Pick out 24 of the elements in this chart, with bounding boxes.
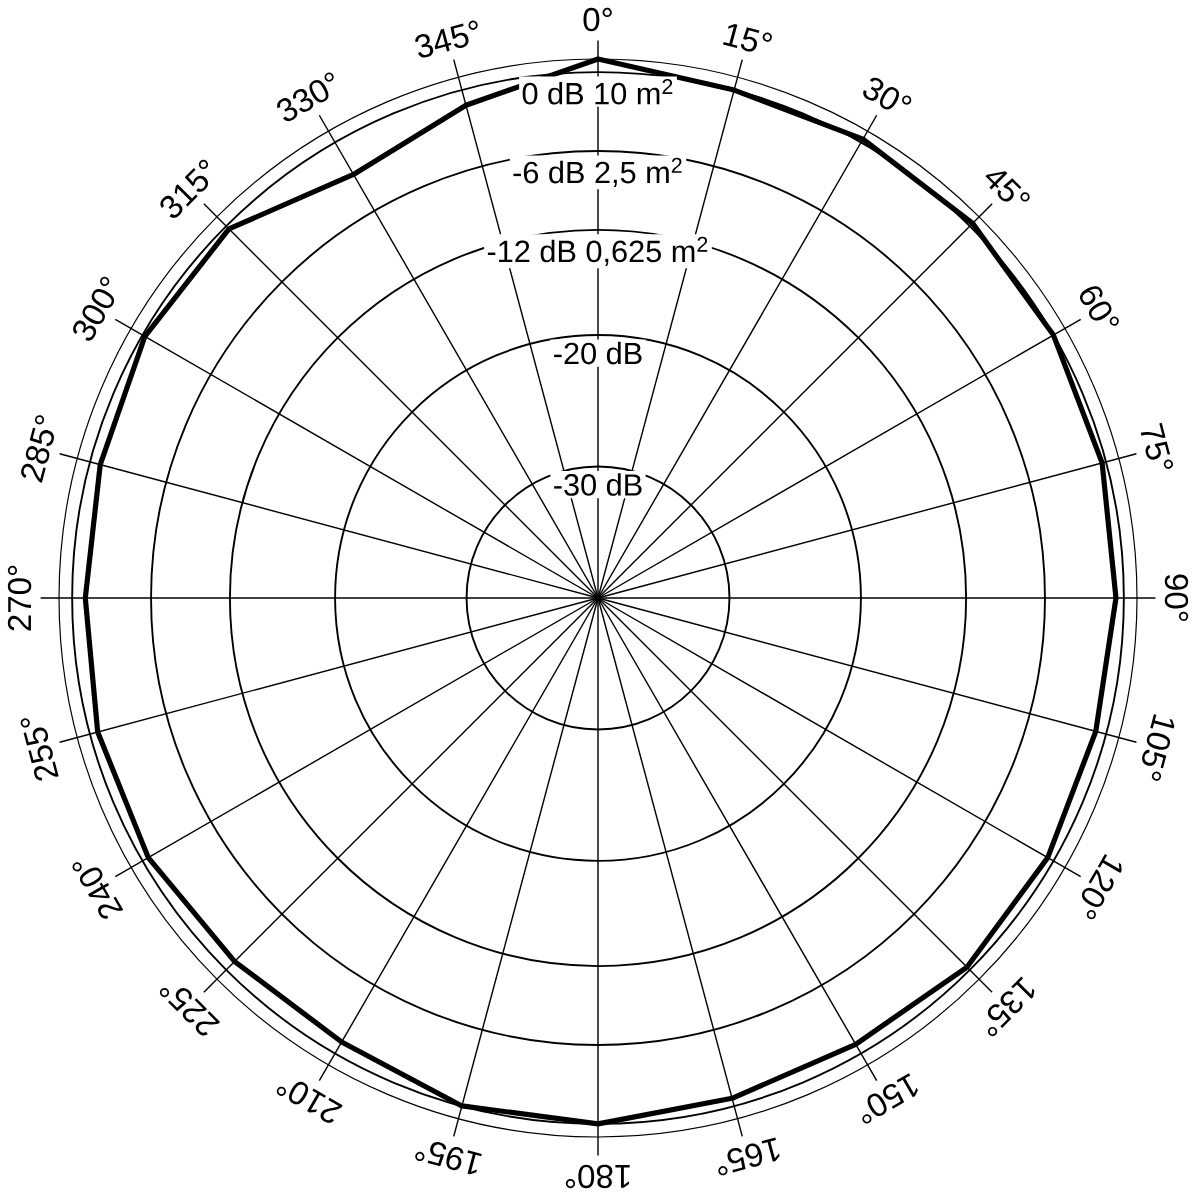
spoke-label: 225° <box>159 987 221 1036</box>
spoke-label: 195° <box>415 1142 482 1175</box>
spoke-label: 90° <box>1164 574 1189 621</box>
spoke-label: 285° <box>21 415 54 483</box>
y-tick-label: -30 dB <box>554 473 642 496</box>
spoke-label: 30° <box>863 77 912 110</box>
spoke-label: 45° <box>985 171 1030 202</box>
y-tick-label: -12 dB 0,625 m$^{2}$ <box>487 236 708 266</box>
spoke-label: 150° <box>862 1073 918 1124</box>
spoke-label: 210° <box>276 1081 343 1123</box>
spoke-label: 180° <box>565 1164 630 1189</box>
spoke-label: 165° <box>718 1137 780 1176</box>
spoke-label: 60° <box>1079 286 1119 326</box>
spoke-label: 255° <box>20 718 59 781</box>
spoke-label: 270° <box>7 565 32 631</box>
spoke-label: 105° <box>1142 714 1175 781</box>
spoke-label: 75° <box>1140 422 1173 469</box>
spoke-label: 330° <box>277 72 334 122</box>
spoke-label: 15° <box>723 24 772 52</box>
spoke-label: 345° <box>415 20 478 58</box>
y-tick-label: 0 dB 10 m$^{2}$ <box>522 78 673 105</box>
spoke-label: 0° <box>583 7 612 32</box>
y-tick-label: -6 dB 2,5 m$^{2}$ <box>513 157 682 187</box>
y-tick-label: -20 dB <box>554 341 642 365</box>
